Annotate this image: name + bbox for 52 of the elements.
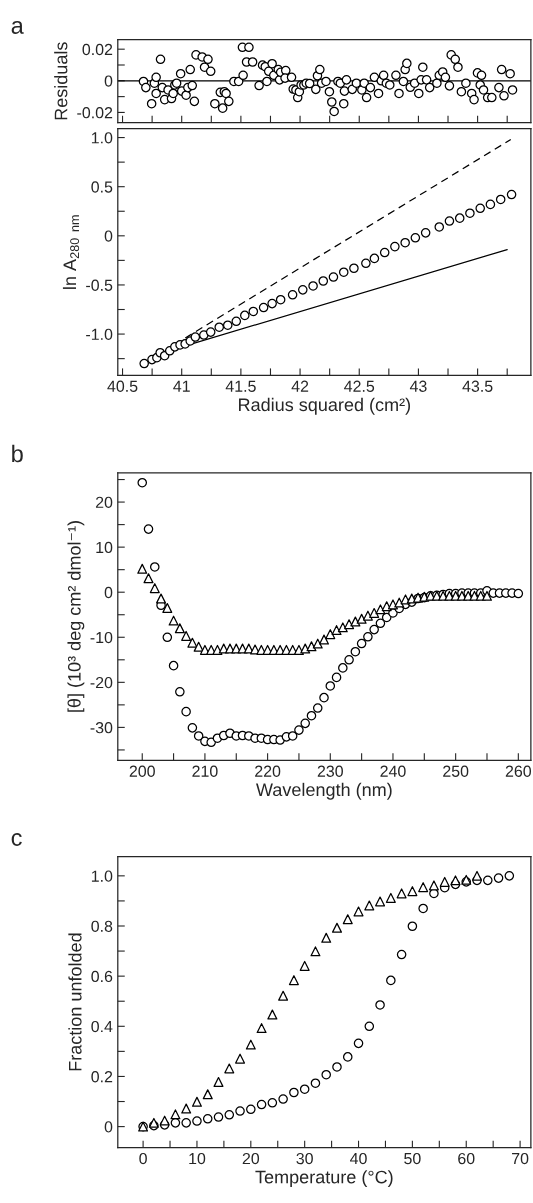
y-tick-label: -30 [90,722,113,734]
y-tick-label: 0.8 [91,920,113,932]
x-tick-label: 230 [317,765,343,777]
x-tick-label: 60 [458,1152,475,1165]
x-tick-label: 50 [404,1152,421,1165]
x-tick-label: 42.5 [344,380,375,392]
x-tick-label: 70 [512,1152,529,1165]
y-axis-title: ln A$_{280 nm}$ [62,215,80,289]
x-axis-title: Radius squared (cm²) [239,397,411,415]
y-axis-title: Fraction unfolded [68,933,82,1071]
y-axis-title: [θ] (10³ deg cm² dmol⁻¹) [67,521,85,712]
y-tick-label: -0.02 [77,107,113,119]
y-tick-label: -20 [90,676,113,689]
y-tick-label: 10 [96,541,113,554]
x-tick-label: 10 [189,1152,206,1165]
x-tick-label: 220 [255,765,281,777]
text: a [11,20,24,34]
y-axis-title: Residuals [54,42,68,120]
y-tick-label: 20 [95,496,113,509]
x-tick-label: 40 [350,1152,367,1165]
x-tick-label: 240 [380,765,406,777]
x-tick-label: 43 [409,380,427,392]
text: b [12,444,23,463]
y-tick-label: 0 [104,75,113,87]
x-tick-label: 0 [139,1152,147,1165]
x-tick-label: 42 [291,380,309,392]
y-tick-label: 0.02 [82,43,113,56]
y-tick-label: 0 [104,1121,113,1133]
x-tick-label: 260 [505,765,532,777]
x-tick-label: 43.5 [462,380,493,392]
y-tick-label: -0.5 [86,279,113,291]
x-tick-label: 200 [129,765,155,777]
y-tick-label: 0.4 [91,1020,113,1033]
x-axis-title: Temperature (°C) [255,1170,393,1188]
x-axis-title: Wavelength (nm) [256,782,392,800]
y-tick-label: -10 [90,631,113,644]
y-tick-label: 0 [104,586,113,599]
x-tick-label: 210 [192,765,218,777]
y-tick-label: 0.6 [91,970,113,983]
y-tick-label: 0 [104,230,113,242]
y-tick-label: -1.0 [86,328,113,341]
x-tick-label: 41 [173,380,190,392]
y-tick-label: 1.0 [91,132,113,144]
y-tick-label: 1.0 [91,870,113,882]
x-tick-label: 30 [296,1152,313,1165]
y-tick-label: 0.2 [91,1071,113,1083]
x-tick-label: 40.5 [107,380,138,392]
text: c [11,833,22,846]
x-tick-label: 41.5 [225,380,256,392]
x-tick-label: 250 [443,765,469,777]
y-tick-label: 0.5 [91,181,113,193]
x-tick-label: 20 [242,1152,260,1165]
